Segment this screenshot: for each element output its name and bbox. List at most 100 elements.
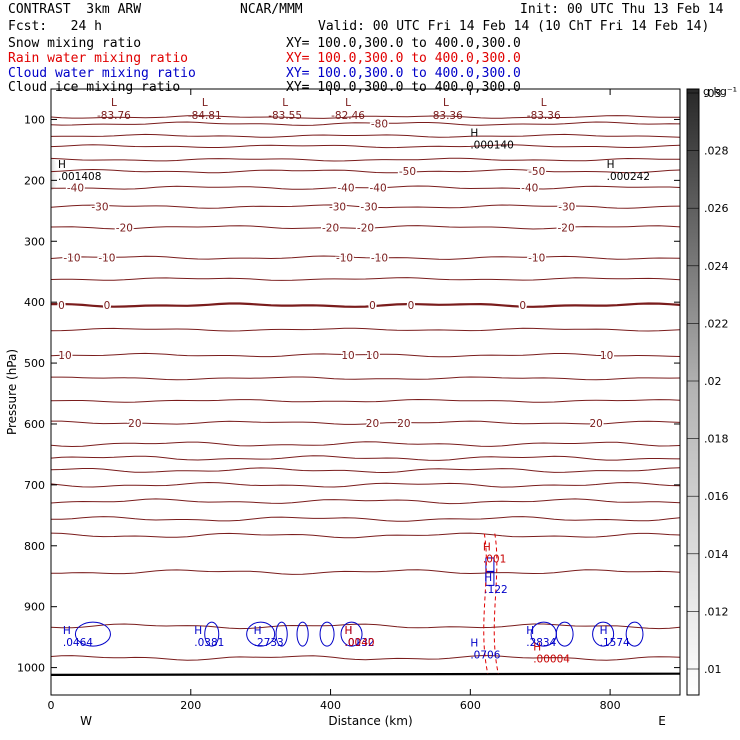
high-center-marker: H — [58, 159, 66, 171]
colorbar-label: .01 — [704, 663, 722, 676]
temperature-contour — [51, 516, 680, 522]
high-center-marker: H — [345, 625, 353, 637]
high-center-value: .001 — [483, 554, 506, 566]
contour-label: -10 — [98, 253, 115, 265]
contour-label: -10 — [371, 253, 388, 265]
colorbar-label: .03 — [704, 87, 722, 100]
y-tick-label: 700 — [24, 479, 45, 492]
high-center-marker: H — [484, 572, 492, 584]
colorbar-label: .02 — [704, 375, 722, 388]
contour-label: 10 — [366, 350, 379, 362]
contour-label: 10 — [58, 350, 71, 362]
temperature-contour — [51, 481, 680, 488]
x-tick-label: 600 — [460, 699, 481, 712]
field-xy-snow: XY= 100.0,300.0 to 400.0,300.0 — [286, 36, 521, 51]
temperature-contour — [51, 115, 680, 119]
colorbar — [686, 88, 700, 696]
contour-label: 20 — [366, 418, 379, 430]
low-center-value: -84.81 — [188, 110, 222, 122]
temperature-contour — [51, 204, 680, 209]
x-tick-label: 400 — [320, 699, 341, 712]
contour-label: -40 — [521, 183, 538, 195]
temperature-contour — [51, 655, 680, 661]
high-center-value: .0464 — [63, 637, 93, 649]
high-center-value: .0706 — [470, 649, 500, 661]
contour-label: -40 — [337, 183, 354, 195]
temperature-contour — [51, 441, 680, 448]
y-tick-label: 500 — [24, 357, 45, 370]
contour-label: -20 — [116, 222, 133, 234]
y-tick-label: 600 — [24, 418, 45, 431]
temperature-contour — [51, 121, 680, 126]
high-center-value: .00004 — [533, 654, 570, 666]
contour-label: -20 — [558, 222, 575, 234]
contour-label: -10 — [336, 253, 353, 265]
contour-label: -50 — [399, 166, 416, 178]
y-tick-label: 900 — [24, 601, 45, 614]
cloud-water-contour — [246, 621, 276, 647]
contour-label: -50 — [528, 166, 545, 178]
colorbar-label: .012 — [704, 605, 729, 618]
low-center-marker: L — [345, 97, 351, 109]
contour-label: 10 — [341, 350, 354, 362]
temperature-contour — [51, 168, 680, 174]
temperature-contour — [51, 498, 680, 505]
x-axis-label: Distance (km) — [328, 714, 412, 728]
cloud-water-contour — [625, 621, 644, 647]
high-center-marker: H — [345, 625, 353, 637]
contour-label: -30 — [558, 202, 575, 214]
x-tick-label: 0 — [48, 699, 55, 712]
contour-label: 0 — [369, 300, 376, 312]
temperature-contour — [51, 225, 680, 230]
low-center-value: -82.46 — [331, 110, 365, 122]
high-center-value: .0381 — [194, 637, 224, 649]
field-xy-cloud-water: XY= 100.0,300.0 to 400.0,300.0 — [286, 66, 521, 81]
high-center-marker: H — [254, 625, 262, 637]
east-label: E — [658, 714, 666, 728]
temperature-contour — [51, 185, 680, 190]
temperature-contour — [51, 144, 680, 149]
valid-time: Valid: 00 UTC Fri 14 Feb 14 (10 ChT Fri … — [318, 19, 710, 34]
chart-title: CONTRAST 3km ARW — [8, 2, 142, 17]
rain-contour — [483, 533, 489, 674]
low-center-marker: L — [541, 97, 547, 109]
high-center-marker: H — [483, 542, 491, 554]
contour-label: -20 — [322, 222, 339, 234]
high-center-marker: H — [63, 625, 71, 637]
contour-label: -10 — [63, 253, 80, 265]
high-center-value: .122 — [484, 584, 507, 596]
field-xy-cloud-ice: XY= 100.0,300.0 to 400.0,300.0 — [286, 80, 521, 95]
field-label-cloud-ice: Cloud ice mixing ratio — [8, 80, 181, 95]
colorbar-label: .026 — [704, 202, 729, 215]
contour-label: -30 — [91, 202, 108, 214]
colorbar-label: .024 — [704, 260, 729, 273]
low-center-value: -83.76 — [97, 110, 131, 122]
temperature-contour — [51, 376, 680, 381]
colorbar-label: .028 — [704, 145, 729, 158]
high-center-value: .1574 — [600, 637, 630, 649]
y-tick-label: 400 — [24, 296, 45, 309]
forecast-hour: Fcst: 24 h — [8, 19, 102, 34]
high-center-value: .000242 — [607, 171, 650, 183]
temperature-contour — [51, 302, 680, 308]
west-label: W — [80, 714, 92, 728]
cloud-water-contour — [592, 621, 615, 647]
init-time: Init: 00 UTC Thu 13 Feb 14 — [520, 2, 724, 17]
y-tick-label: 200 — [24, 174, 45, 187]
low-center-value: -83.36 — [527, 110, 561, 122]
temperature-contour — [51, 255, 680, 260]
contour-label: -30 — [360, 202, 377, 214]
colorbar-label: .016 — [704, 490, 729, 503]
temperature-contour — [51, 157, 680, 162]
cloud-water-contour — [204, 621, 220, 647]
cloud-ice-shading — [51, 158, 59, 191]
field-label-rain: Rain water mixing ratio — [8, 51, 189, 66]
temperature-contour — [51, 420, 680, 425]
contour-label: 0 — [58, 300, 65, 312]
cloud-water-contour — [555, 621, 574, 647]
high-center-value: .2834 — [526, 637, 556, 649]
contour-label: 10 — [600, 350, 613, 362]
high-center-value: .2733 — [254, 637, 284, 649]
field-label-cloud-water: Cloud water mixing ratio — [8, 66, 196, 81]
low-center-marker: L — [443, 97, 449, 109]
